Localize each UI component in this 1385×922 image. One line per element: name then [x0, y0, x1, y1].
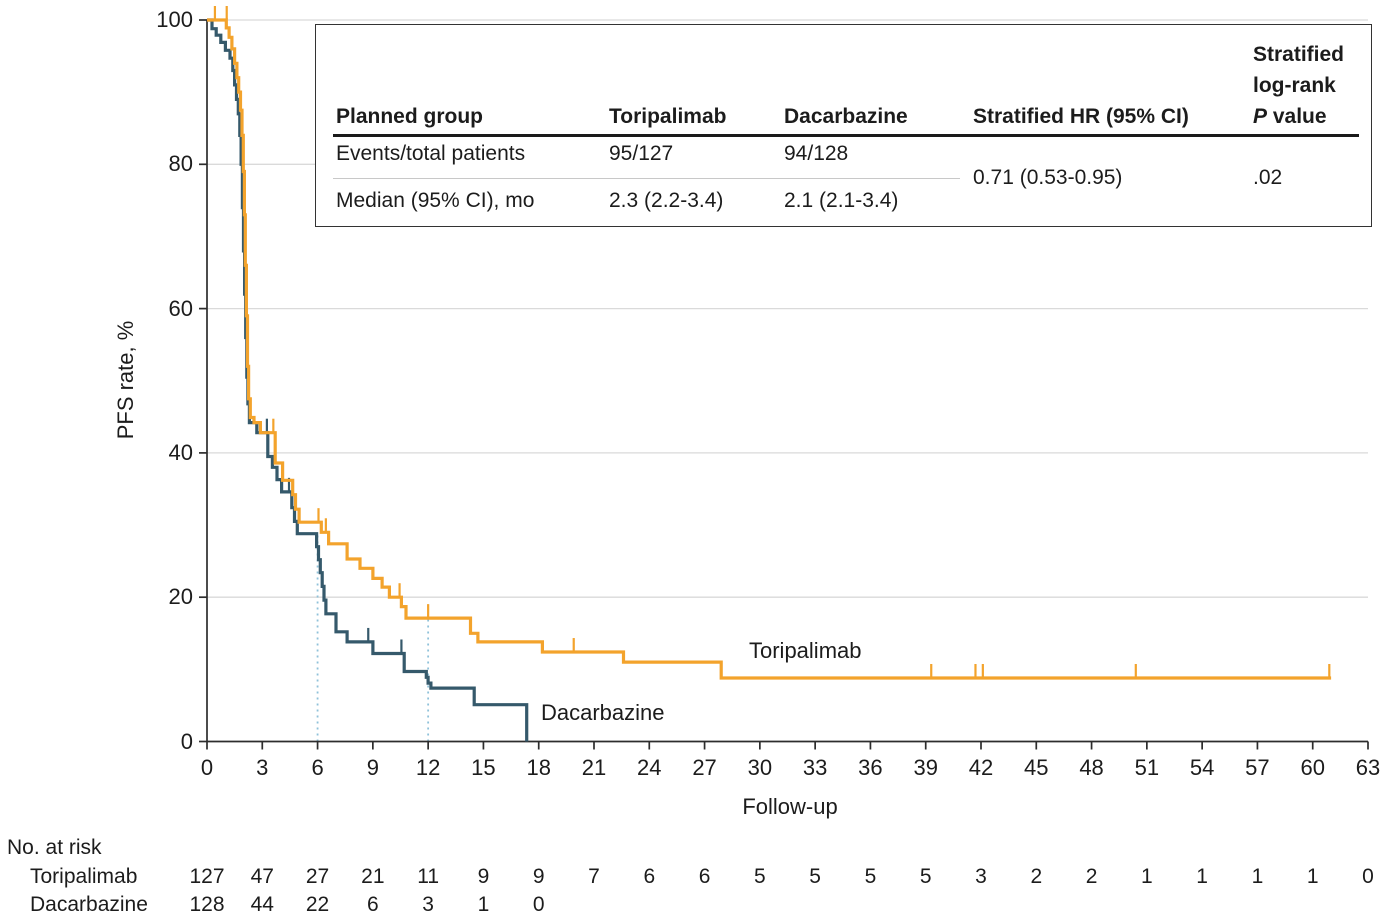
p-rest: value: [1267, 105, 1327, 128]
y-axis-title: PFS rate, %: [113, 320, 138, 440]
risk-row-label-toripalimab: Toripalimab: [30, 865, 138, 888]
row2-dacarbazine-value: 2.1 (2.1-3.4): [784, 189, 899, 212]
logrank-p-value: .02: [1253, 166, 1283, 189]
risk-count-toripalimab: 6: [643, 865, 656, 888]
x-axis-title: Follow-up: [742, 794, 838, 819]
risk-count-toripalimab: 2: [1030, 865, 1043, 888]
x-tick-label: 6: [311, 755, 324, 780]
col-header-logrank-line3: P value: [1253, 104, 1327, 129]
col-header-stratified-hr: Stratified HR (95% CI): [973, 105, 1189, 128]
x-tick-label: 33: [802, 755, 828, 780]
y-tick-label: 60: [168, 295, 193, 321]
risk-count-toripalimab: 9: [532, 865, 545, 888]
risk-row-label-dacarbazine: Dacarbazine: [30, 893, 148, 916]
x-tick-label: 24: [637, 755, 662, 780]
risk-count-toripalimab: 2: [1085, 865, 1098, 888]
x-tick-label: 15: [471, 755, 496, 780]
risk-count-dacarbazine: 6: [367, 893, 379, 916]
x-tick-label: 60: [1300, 755, 1325, 780]
risk-count-toripalimab: 1: [1141, 865, 1153, 888]
row1-label: Events/total patients: [336, 142, 526, 165]
dacarbazine-curve-label: Dacarbazine: [541, 700, 665, 725]
risk-count-toripalimab: 6: [698, 865, 711, 888]
row1-toripalimab-value: 95/127: [609, 142, 674, 165]
x-tick-label: 45: [1024, 755, 1049, 780]
risk-count-toripalimab: 21: [361, 865, 385, 888]
x-tick-label: 42: [968, 755, 994, 780]
km-curve-dacarbazine: [207, 18, 529, 742]
risk-table-title: No. at risk: [7, 836, 102, 859]
x-tick-label: 39: [913, 755, 938, 780]
x-tick-label: 18: [526, 755, 551, 780]
table-row-rule: [333, 178, 960, 179]
risk-count-toripalimab: 0: [1362, 865, 1374, 888]
risk-count-toripalimab: 5: [809, 865, 821, 888]
risk-count-toripalimab: 3: [975, 865, 987, 888]
risk-count-toripalimab: 5: [919, 865, 932, 888]
x-tick-label: 48: [1079, 755, 1104, 780]
y-tick-label: 0: [180, 728, 193, 754]
risk-count-toripalimab: 5: [754, 865, 766, 888]
col-header-planned-group: Planned group: [336, 105, 483, 128]
risk-count-toripalimab: 127: [189, 865, 225, 888]
risk-count-toripalimab: 1: [1306, 865, 1319, 888]
risk-count-toripalimab: 5: [864, 865, 877, 888]
row2-label: Median (95% CI), mo: [336, 189, 535, 212]
risk-count-toripalimab: 9: [477, 865, 490, 888]
row2-toripalimab-value: 2.3 (2.2-3.4): [609, 189, 724, 212]
risk-count-toripalimab: 7: [588, 865, 600, 888]
risk-count-dacarbazine: 3: [422, 893, 434, 916]
col-header-logrank-line1: Stratified: [1253, 43, 1345, 66]
x-tick-label: 27: [692, 755, 717, 780]
summary-inset-table: Planned group Toripalimab Dacarbazine St…: [315, 24, 1372, 227]
risk-count-toripalimab: 11: [417, 865, 440, 888]
risk-count-dacarbazine: 44: [250, 893, 274, 916]
y-tick-label: 20: [168, 584, 193, 610]
toripalimab-curve-label: Toripalimab: [749, 638, 862, 663]
risk-count-toripalimab: 1: [1251, 865, 1264, 888]
x-tick-label: 9: [366, 755, 379, 780]
x-tick-label: 0: [200, 755, 214, 780]
risk-count-toripalimab: 27: [305, 865, 330, 888]
risk-count-dacarbazine: 22: [305, 893, 330, 916]
km-curve-toripalimab: [207, 18, 1332, 680]
table-header-rule: [333, 134, 1359, 137]
x-tick-label: 30: [747, 755, 773, 780]
risk-count-dacarbazine: 0: [532, 893, 545, 916]
col-header-dacarbazine: Dacarbazine: [784, 105, 908, 128]
risk-count-toripalimab: 1: [1196, 865, 1208, 888]
x-tick-label: 54: [1189, 755, 1215, 780]
col-header-logrank-line2: log-rank: [1253, 74, 1336, 97]
risk-count-dacarbazine: 1: [477, 893, 490, 916]
x-tick-label: 51: [1134, 755, 1160, 780]
stratified-hr-value: 0.71 (0.53-0.95): [973, 166, 1123, 189]
x-tick-label: 21: [581, 755, 607, 780]
risk-count-dacarbazine: 128: [189, 893, 225, 916]
x-tick-label: 63: [1355, 755, 1381, 780]
row1-dacarbazine-value: 94/128: [784, 142, 849, 165]
y-tick-label: 40: [168, 439, 193, 465]
x-tick-label: 36: [858, 755, 883, 780]
col-header-toripalimab: Toripalimab: [609, 105, 727, 128]
risk-count-toripalimab: 47: [250, 865, 274, 888]
y-tick-label: 100: [156, 7, 193, 32]
x-tick-label: 12: [415, 755, 441, 780]
p-italic: P: [1253, 105, 1268, 128]
x-tick-label: 3: [256, 755, 269, 780]
y-tick-label: 80: [168, 151, 193, 177]
x-tick-label: 57: [1245, 755, 1270, 780]
